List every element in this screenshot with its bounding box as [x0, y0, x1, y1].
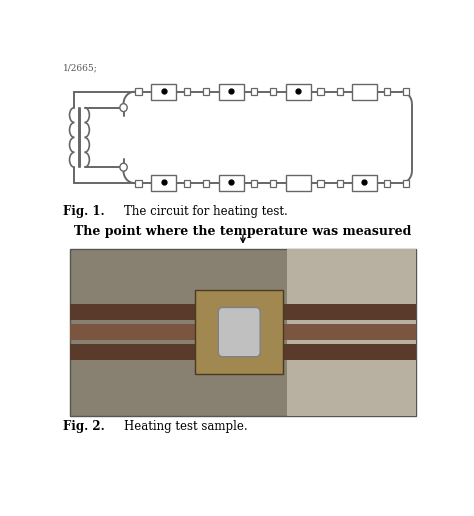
Bar — [318, 180, 324, 187]
Text: The circuit for heating test.: The circuit for heating test. — [124, 205, 287, 218]
Bar — [403, 180, 410, 187]
Bar — [135, 180, 142, 187]
Bar — [270, 88, 276, 95]
Circle shape — [120, 104, 127, 111]
Text: The point where the temperature was measured: The point where the temperature was meas… — [74, 225, 411, 238]
Text: 1/2665;: 1/2665; — [63, 63, 98, 72]
Bar — [70, 249, 416, 415]
Bar — [184, 180, 191, 187]
Text: Fig. 1.: Fig. 1. — [63, 205, 105, 218]
Bar — [352, 175, 377, 191]
Bar — [70, 324, 416, 340]
Bar — [285, 175, 310, 191]
Bar — [203, 88, 210, 95]
Text: Fig. 2.: Fig. 2. — [63, 420, 105, 432]
Bar — [184, 88, 191, 95]
Bar — [219, 175, 244, 191]
Bar — [383, 180, 390, 187]
Bar — [285, 84, 310, 100]
Bar — [251, 88, 257, 95]
Bar — [195, 291, 283, 374]
Text: Heating test sample.: Heating test sample. — [124, 420, 247, 432]
Bar — [352, 84, 377, 100]
Bar — [70, 344, 416, 360]
Bar — [152, 84, 176, 100]
Bar — [337, 180, 343, 187]
Circle shape — [120, 163, 127, 171]
Bar — [70, 304, 416, 320]
Bar — [203, 180, 210, 187]
Bar — [318, 88, 324, 95]
Bar — [270, 180, 276, 187]
Bar — [383, 88, 390, 95]
Bar — [287, 249, 416, 415]
Bar — [135, 88, 142, 95]
Bar — [219, 84, 244, 100]
Bar — [403, 88, 410, 95]
Bar — [152, 175, 176, 191]
Bar — [251, 180, 257, 187]
FancyBboxPatch shape — [219, 308, 260, 357]
Bar — [337, 88, 343, 95]
